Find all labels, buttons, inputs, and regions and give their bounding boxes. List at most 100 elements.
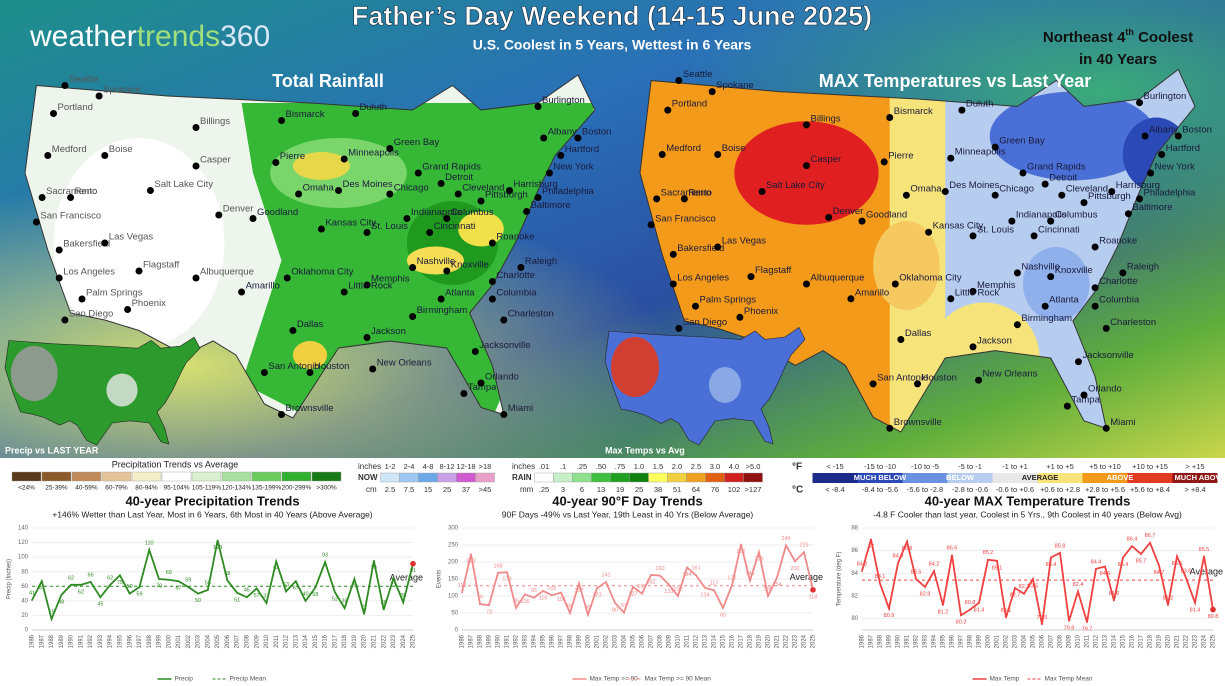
city-dot xyxy=(500,316,508,324)
city-dot xyxy=(675,324,683,332)
legend-label: >300% xyxy=(316,485,337,492)
data-point xyxy=(236,592,238,594)
legend-label: 105-119% xyxy=(192,485,221,492)
logo-part: trends xyxy=(137,20,220,53)
data-point xyxy=(488,604,490,606)
data-point xyxy=(285,590,287,593)
city-label: Albany xyxy=(548,127,577,138)
legend-swatch xyxy=(71,471,102,482)
x-tick-label: 2022 xyxy=(784,634,790,648)
legend-label: +2.8 to +5.6 xyxy=(1085,485,1125,494)
city-dot xyxy=(426,229,434,236)
data-point xyxy=(207,589,209,591)
x-tick-label: 1994 xyxy=(108,634,114,648)
x-tick-label: 1992 xyxy=(514,634,520,648)
y-tick-label: 84 xyxy=(851,571,858,577)
city-dot xyxy=(67,194,75,201)
city-dot xyxy=(886,424,894,432)
data-label: 87 xyxy=(868,544,874,550)
city-dot xyxy=(803,121,810,129)
city-dot xyxy=(669,250,677,258)
city-dot xyxy=(1013,269,1021,277)
data-label: 83.1 xyxy=(875,574,886,580)
city-dot xyxy=(278,117,285,124)
data-label: 83.5 xyxy=(911,569,922,575)
city-dot xyxy=(454,190,462,198)
legend-label: +1 to +5 xyxy=(1046,462,1074,471)
legend-label: -15 to -10 xyxy=(864,462,896,471)
legend-label: 135-199% xyxy=(252,485,282,492)
data-label: 145 xyxy=(745,571,754,577)
data-point xyxy=(1068,620,1070,622)
city-label: Dallas xyxy=(905,328,932,339)
data-point xyxy=(704,587,706,589)
legend-category: MUCH ABOVE xyxy=(1175,473,1225,482)
data-label: 66 xyxy=(88,572,94,578)
city-dot xyxy=(1063,402,1071,410)
x-tick-label: 2023 xyxy=(391,634,397,648)
city-dot xyxy=(317,225,325,233)
x-tick-label: 1998 xyxy=(568,634,574,648)
legend-label: 51 xyxy=(673,485,681,494)
data-label: 170 xyxy=(502,577,511,583)
data-label: 53 xyxy=(283,582,289,588)
city-dot xyxy=(975,376,983,384)
city-dot xyxy=(914,380,921,388)
city-dot xyxy=(471,348,479,355)
data-label: 85.4 xyxy=(1118,562,1129,568)
x-tick-label: 2006 xyxy=(225,634,231,648)
city-label: Pierre xyxy=(280,151,305,162)
data-point xyxy=(60,594,63,596)
data-label: 100 xyxy=(763,586,772,592)
data-label: 48 xyxy=(58,599,64,605)
data-point xyxy=(515,607,517,609)
city-dot xyxy=(78,295,86,303)
city-label: Omaha xyxy=(910,184,942,195)
x-tick-label: 1990 xyxy=(896,634,902,648)
city-label: Bismarck xyxy=(286,109,325,120)
data-label: 76 xyxy=(477,595,483,601)
data-label: 28 xyxy=(381,600,387,606)
legend-label: .50 xyxy=(596,462,606,471)
data-point xyxy=(410,560,416,567)
x-tick-label: 2011 xyxy=(1085,634,1091,648)
x-tick-label: 2009 xyxy=(1067,634,1073,648)
city-label: Chicago xyxy=(394,183,429,194)
x-tick-label: 2007 xyxy=(235,634,241,648)
data-label: 40 xyxy=(302,591,308,597)
data-label: 68 xyxy=(224,571,230,577)
y-tick-label: 250 xyxy=(448,543,459,549)
legend-swatch xyxy=(686,472,706,483)
city-dot xyxy=(880,158,888,166)
city-dot xyxy=(192,162,200,170)
callout: Northeast 4th Coolest xyxy=(1043,27,1193,46)
data-label: 154 xyxy=(772,582,781,588)
x-tick-label: 1994 xyxy=(532,634,538,648)
data-point xyxy=(40,580,43,582)
series-line xyxy=(31,540,414,622)
city-label: San Diego xyxy=(69,309,113,320)
city-dot xyxy=(1136,195,1143,203)
data-label: 229 xyxy=(754,557,763,563)
x-tick-label: 1987 xyxy=(469,634,475,648)
data-point xyxy=(119,574,121,577)
data-label: 132 xyxy=(727,576,736,582)
city-label: Oklahoma City xyxy=(899,273,962,284)
mean-label: Average xyxy=(790,572,823,582)
data-label: 85.4 xyxy=(1046,562,1057,568)
legend-swatch xyxy=(705,472,725,483)
data-label: 110 xyxy=(145,540,154,546)
city-dot xyxy=(340,155,348,163)
data-label: 85.5 xyxy=(1199,547,1210,553)
data-point xyxy=(138,586,141,588)
city-dot xyxy=(969,287,977,295)
data-point xyxy=(1176,555,1178,558)
data-label: 82.4 xyxy=(1073,582,1084,588)
x-tick-label: 2016 xyxy=(730,634,736,648)
x-tick-label: 1999 xyxy=(577,634,583,648)
data-label: 62 xyxy=(107,575,113,581)
x-tick-label: 2016 xyxy=(1130,634,1136,648)
x-tick-label: 2002 xyxy=(604,634,610,648)
data-label: 82.7 xyxy=(1010,593,1021,599)
data-label: 37 xyxy=(263,593,269,599)
